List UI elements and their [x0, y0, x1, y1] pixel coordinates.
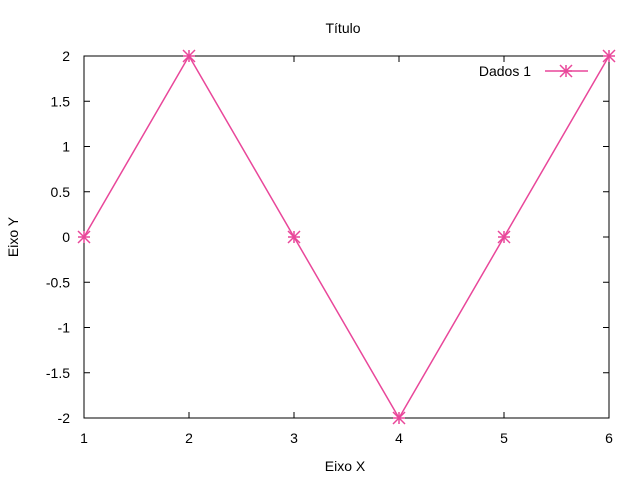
- data-point: [602, 49, 616, 63]
- x-axis-label: Eixo X: [325, 458, 366, 474]
- y-tick-label: -1: [58, 320, 71, 336]
- data-point: [77, 230, 91, 244]
- series-line-1: [83, 54, 610, 420]
- marker-stroke: [602, 49, 616, 63]
- y-tick-label: 2: [62, 48, 70, 64]
- y-tick-label: -1.5: [46, 365, 70, 381]
- series-layer: [77, 49, 616, 425]
- data-point: [287, 230, 301, 244]
- x-tick-label: 5: [500, 430, 508, 446]
- y-tick-label: -2: [58, 410, 71, 426]
- x-tick-label: 4: [395, 430, 403, 446]
- chart-title: Título: [325, 20, 360, 36]
- y-tick-label: 0: [62, 229, 70, 245]
- y-tick-label: 1.5: [51, 93, 71, 109]
- y-tick-label: 1: [62, 139, 70, 155]
- legend: Dados 1: [479, 63, 588, 79]
- x-tick-label: 2: [185, 430, 193, 446]
- plot-area-frame: [83, 55, 610, 419]
- data-point: [497, 230, 511, 244]
- x-tick-label: 3: [290, 430, 298, 446]
- data-point: [392, 411, 406, 425]
- y-tick-label: -0.5: [46, 274, 70, 290]
- marker-stroke: [497, 230, 511, 244]
- legend-marker-asterisk: [559, 64, 573, 78]
- marker-stroke: [392, 411, 406, 425]
- data-point: [182, 49, 196, 63]
- legend-label-series-1: Dados 1: [479, 63, 531, 79]
- y-axis: -2 -1.5 -1 -0.5 0 0.5 1 1.5 2: [46, 48, 609, 426]
- marker-stroke: [182, 49, 196, 63]
- x-tick-label: 6: [605, 430, 613, 446]
- y-tick-label: 0.5: [51, 184, 71, 200]
- marker-stroke: [77, 230, 91, 244]
- marker-stroke: [559, 64, 573, 78]
- x-tick-label: 1: [80, 430, 88, 446]
- x-axis: 1 2 3 4 5 6: [80, 56, 613, 446]
- y-axis-label: Eixo Y: [5, 216, 21, 257]
- legend-asterisk: [559, 64, 573, 78]
- marker-stroke: [287, 230, 301, 244]
